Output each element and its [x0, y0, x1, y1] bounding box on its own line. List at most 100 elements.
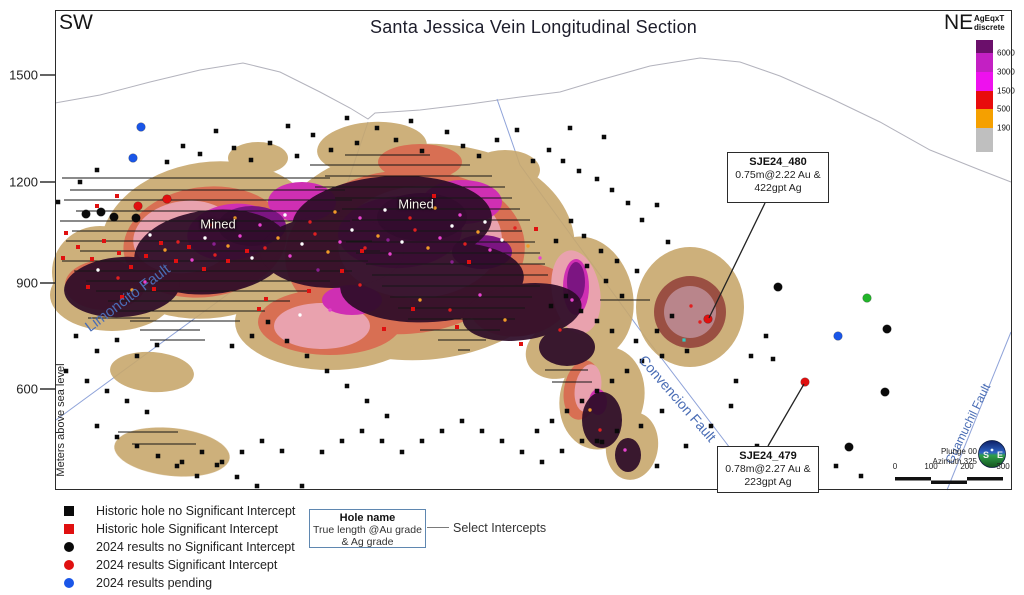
marker-square: [120, 295, 124, 299]
marker-square: [708, 423, 714, 429]
marker-square: [833, 463, 839, 469]
marker-square: [104, 388, 110, 394]
marker-square: [187, 245, 191, 249]
marker-square: [609, 187, 615, 193]
marker-square: [265, 319, 271, 325]
marker-circle: [128, 153, 138, 163]
speckle-dot: [500, 238, 504, 242]
speckle-dot: [316, 268, 320, 272]
legend-marker-square: [64, 506, 74, 516]
marker-square: [455, 325, 459, 329]
marker-square: [581, 233, 587, 239]
marker-square: [354, 140, 360, 146]
marker-square: [432, 194, 436, 198]
marker-square: [654, 202, 660, 208]
key-line1: True length @Au grade: [313, 524, 422, 536]
marker-square: [304, 353, 310, 359]
marker-square: [594, 388, 600, 394]
colorbar-value-label: 3000: [997, 67, 1015, 77]
callout-hole-name: SJE24_480: [749, 156, 807, 168]
marker-square: [102, 239, 106, 243]
speckle-dot: [238, 234, 242, 238]
speckle-dot: [233, 216, 237, 220]
colorbar-band: [976, 53, 993, 72]
marker-square: [579, 438, 585, 444]
marker-square: [408, 118, 414, 124]
speckle-dot: [488, 248, 492, 252]
marker-square: [519, 342, 523, 346]
key-connector-line: [427, 527, 449, 528]
key-line2: & Ag grade: [341, 536, 394, 548]
drillhole-markers: [55, 115, 892, 489]
marker-square: [567, 125, 573, 131]
speckle-dot: [513, 226, 517, 230]
marker-square: [560, 158, 566, 164]
marker-square: [584, 263, 590, 269]
marker-square: [444, 129, 450, 135]
marker-circle: [882, 324, 892, 334]
marker-square: [559, 448, 565, 454]
marker-square: [328, 147, 334, 153]
marker-square: [285, 123, 291, 129]
marker-square: [594, 318, 600, 324]
marker-square: [115, 194, 119, 198]
marker-square: [155, 453, 161, 459]
intercept-callout-sje24-479: SJE24_479 0.78m@2.27 Au & 223gpt Ag: [717, 446, 819, 493]
speckle-dot: [433, 206, 437, 210]
legend-item-label: Historic hole no Significant Intercept: [96, 504, 296, 518]
speckle-dot: [250, 256, 254, 260]
marker-square: [603, 278, 609, 284]
marker-square: [134, 443, 140, 449]
speckle-dot: [276, 236, 280, 240]
marker-square: [94, 348, 100, 354]
marker-square: [419, 148, 425, 154]
marker-square: [180, 143, 186, 149]
legend-item-label: 2024 results no Significant Intercept: [96, 540, 295, 554]
scale-bar-number: 100: [924, 462, 938, 471]
marker-square: [179, 459, 185, 465]
marker-square: [494, 137, 500, 143]
marker-square: [519, 449, 525, 455]
scale-bar-number: 300: [996, 462, 1010, 471]
speckle-dot: [386, 238, 390, 242]
intercept-key-box: Hole name True length @Au grade & Ag gra…: [309, 509, 426, 548]
marker-square: [669, 313, 675, 319]
speckle-dot: [283, 213, 287, 217]
marker-square: [609, 328, 615, 334]
speckle-dot: [143, 280, 147, 284]
marker-circle: [162, 194, 172, 204]
speckle-dot: [408, 216, 412, 220]
y-tick-label: 900: [16, 275, 38, 291]
y-tick-label: 600: [16, 381, 38, 397]
legend-item: Historic hole Significant Intercept: [58, 520, 278, 538]
marker-square: [360, 249, 364, 253]
marker-square: [90, 257, 94, 261]
marker-square: [73, 333, 79, 339]
speckle-dot: [418, 298, 422, 302]
marker-square: [411, 307, 415, 311]
marker-square: [239, 449, 245, 455]
colorbar-band: [976, 40, 993, 53]
legend-marker-circle: [64, 578, 74, 588]
speckle-dot: [476, 230, 480, 234]
speckle-dot: [148, 233, 152, 237]
marker-square: [601, 134, 607, 140]
marker-square: [279, 448, 285, 454]
colorbar-value-label: 1500: [997, 86, 1015, 96]
marker-square: [95, 204, 99, 208]
marker-square: [563, 293, 569, 299]
speckle-dot: [313, 232, 317, 236]
speckle-dot: [538, 256, 542, 260]
marker-circle: [773, 282, 783, 292]
marker-square: [539, 459, 545, 465]
speckle-dot: [358, 216, 362, 220]
marker-square: [625, 200, 631, 206]
speckle-dot: [450, 224, 454, 228]
marker-circle: [81, 209, 91, 219]
marker-square: [439, 428, 445, 434]
speckle-dot: [208, 223, 212, 227]
marker-square: [654, 463, 660, 469]
speckle-dot: [326, 250, 330, 254]
colorbar-band: [976, 72, 993, 91]
marker-square: [84, 378, 90, 384]
